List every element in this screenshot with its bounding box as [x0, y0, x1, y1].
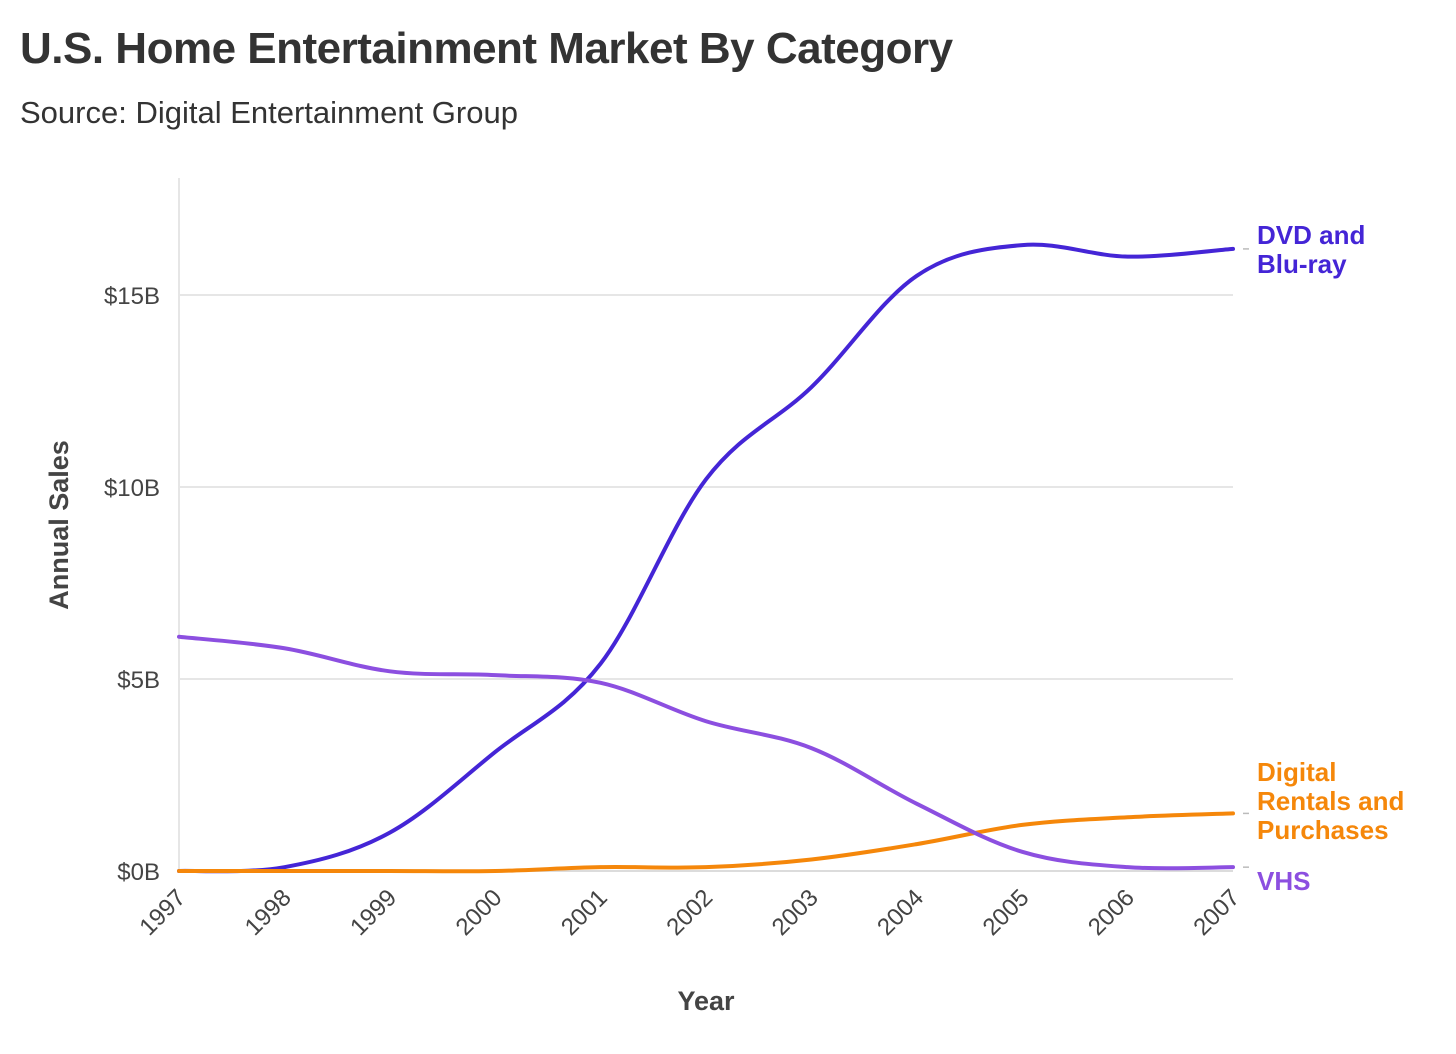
x-axis-title: Year	[677, 986, 735, 1016]
series-line-dvd-and-blu-ray	[177, 242, 1235, 874]
series-label-dvd-and-blu-ray: Blu-ray	[1257, 249, 1347, 279]
y-tick-label: $10B	[104, 475, 160, 502]
chart-subtitle: Source: Digital Entertainment Group	[20, 95, 518, 130]
x-tick-label: 2006	[1083, 884, 1140, 941]
x-tick-label: 1998	[240, 884, 297, 941]
y-tick-label: $5B	[117, 667, 160, 694]
y-axis-title: Annual Sales	[44, 440, 74, 610]
series-label-vhs: VHS	[1257, 866, 1310, 896]
x-tick-label: 1997	[134, 884, 191, 941]
x-tick-label: 2000	[451, 884, 508, 941]
y-tick-label: $0B	[117, 859, 160, 886]
chart-title: U.S. Home Entertainment Market By Catego…	[20, 24, 953, 73]
x-tick-label: 2002	[661, 884, 718, 941]
x-tick-label: 2004	[872, 884, 929, 941]
x-tick-label: 2003	[767, 884, 824, 941]
x-tick-label: 1999	[345, 884, 402, 941]
series-line-digital-rentals-and-purchases	[177, 811, 1235, 874]
x-tick-label: 2001	[556, 884, 613, 941]
series-label-digital-rentals-and-purchases: Digital	[1257, 757, 1336, 787]
series-line-vhs	[177, 634, 1235, 871]
x-tick-label: 2005	[978, 884, 1035, 941]
series-label-digital-rentals-and-purchases: Rentals and	[1257, 786, 1404, 816]
series-label-dvd-and-blu-ray: DVD and	[1257, 220, 1365, 250]
series-label-digital-rentals-and-purchases: Purchases	[1257, 815, 1389, 845]
y-tick-label: $15B	[104, 283, 160, 310]
x-tick-label: 2007	[1188, 884, 1245, 941]
